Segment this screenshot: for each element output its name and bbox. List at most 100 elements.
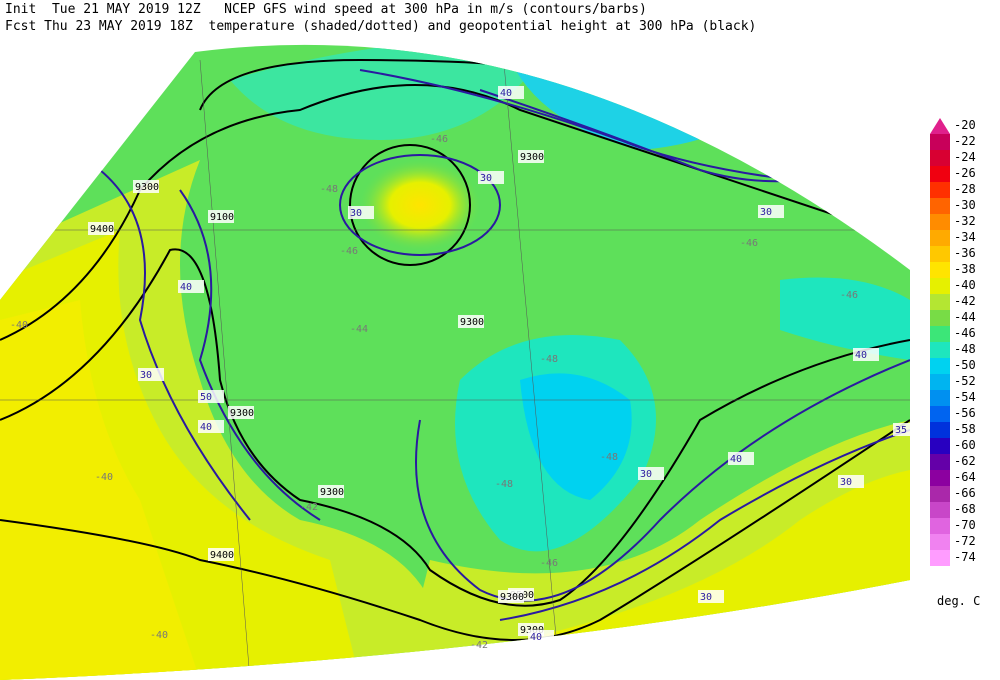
- colorbar-swatch: [930, 502, 950, 518]
- colorbar-label: -64: [954, 470, 976, 484]
- label-box: [88, 222, 114, 235]
- colorbar-swatch: [930, 358, 950, 374]
- temperature-label: -42: [470, 640, 488, 651]
- colorbar-swatch: [930, 390, 950, 406]
- label-box: [518, 150, 544, 163]
- graticule: [0, 44, 910, 680]
- colorbar-label: -54: [954, 390, 976, 404]
- colorbar-unit: deg. C: [937, 594, 980, 608]
- temperature-label: -48: [495, 479, 513, 490]
- colorbar-label: -50: [954, 358, 976, 372]
- colorbar-swatch: [930, 438, 950, 454]
- temperature-label: -40: [10, 320, 28, 331]
- wind-label: 30: [140, 370, 152, 381]
- label-box: [198, 390, 224, 403]
- colorbar-label: -20: [954, 118, 976, 132]
- label-box: [728, 452, 754, 465]
- colorbar-swatch: [930, 278, 950, 294]
- colorbar-label: -42: [954, 294, 976, 308]
- header-line: Fcst Thu 23 MAY 2019 18Z temperature (sh…: [5, 19, 756, 34]
- label-box: [853, 348, 879, 361]
- height-label: 9300: [135, 182, 159, 193]
- label-box: [458, 315, 484, 328]
- label-box: [348, 206, 374, 219]
- colorbar-label: -24: [954, 150, 976, 164]
- label-box: [208, 210, 234, 223]
- height-label: 9300: [320, 487, 344, 498]
- wind-label: 50: [200, 392, 212, 403]
- colorbar-label: -56: [954, 406, 976, 420]
- label-box: [133, 180, 159, 193]
- wind-label: 40: [500, 88, 512, 99]
- colorbar-label: -52: [954, 374, 976, 388]
- colorbar-swatch: [930, 406, 950, 422]
- label-box: [138, 368, 164, 381]
- wind-label: 40: [180, 282, 192, 293]
- colorbar-swatch: [930, 294, 950, 310]
- colorbar-label: -40: [954, 278, 976, 292]
- label-box: [498, 86, 524, 99]
- colorbar-swatch: [930, 342, 950, 358]
- height-label: 9400: [210, 550, 234, 561]
- wind-label: 30: [480, 173, 492, 184]
- label-box: [478, 171, 504, 184]
- wind-label: 40: [200, 422, 212, 433]
- colorbar-swatch: [930, 246, 950, 262]
- colorbar-label: -66: [954, 486, 976, 500]
- colorbar-swatch: [930, 214, 950, 230]
- temperature-label: -40: [150, 630, 168, 641]
- colorbar-label: -36: [954, 246, 976, 260]
- colorbar-swatch: [930, 182, 950, 198]
- colorbar-swatch: [930, 422, 950, 438]
- colorbar-label: -26: [954, 166, 976, 180]
- label-box: [178, 280, 204, 293]
- temperature-label: -46: [430, 134, 448, 145]
- colorbar-swatch: [930, 150, 950, 166]
- colorbar-swatch: [930, 326, 950, 342]
- wind-label: 40: [730, 454, 742, 465]
- colorbar-swatch: [930, 534, 950, 550]
- colorbar-swatch: [930, 374, 950, 390]
- colorbar-swatch: [930, 310, 950, 326]
- colorbar-label: -72: [954, 534, 976, 548]
- temperature-label: -46: [340, 246, 358, 257]
- wind-label: 40: [855, 350, 867, 361]
- temperature-label: -46: [540, 558, 558, 569]
- colorbar-swatch: [930, 230, 950, 246]
- colorbar-swatch: [930, 518, 950, 534]
- temperature-label: -44: [350, 324, 368, 335]
- wind-label: 30: [640, 469, 652, 480]
- height-label: 9300: [520, 152, 544, 163]
- temperature-label: -48: [600, 452, 618, 463]
- colorbar-swatch: [930, 134, 950, 150]
- colorbar-label: -68: [954, 502, 976, 516]
- height-label: 9300: [230, 408, 254, 419]
- wind-label: 35: [895, 425, 907, 436]
- colorbar-swatch: [930, 262, 950, 278]
- colorbar-label: -38: [954, 262, 976, 276]
- colorbar-swatch: [930, 486, 950, 502]
- label-box: [228, 406, 254, 419]
- colorbar: -20 -22 -24 -26 -28 -30 -32 -34 -36 -38 -40 -42 -44 -…: [930, 118, 976, 566]
- height-label: 9400: [90, 224, 114, 235]
- colorbar-label: -30: [954, 198, 976, 212]
- height-label: 9300: [460, 317, 484, 328]
- temperature-label: -46: [840, 290, 858, 301]
- label-box: [208, 548, 234, 561]
- colorbar-arrow: [930, 118, 950, 134]
- wind-label: 30: [700, 592, 712, 603]
- colorbar-label: -58: [954, 422, 976, 436]
- header-line: Init Tue 21 MAY 2019 12Z NCEP GFS wind s…: [5, 2, 647, 17]
- colorbar-label: -48: [954, 342, 976, 356]
- temperature-label: -40: [95, 472, 113, 483]
- label-box: [758, 205, 784, 218]
- colorbar-swatch: [930, 198, 950, 214]
- colorbar-label: -70: [954, 518, 976, 532]
- temperature-label: -42: [300, 502, 318, 513]
- colorbar-label: -60: [954, 438, 976, 452]
- label-box: [838, 475, 864, 488]
- wind-label: 40: [530, 632, 542, 643]
